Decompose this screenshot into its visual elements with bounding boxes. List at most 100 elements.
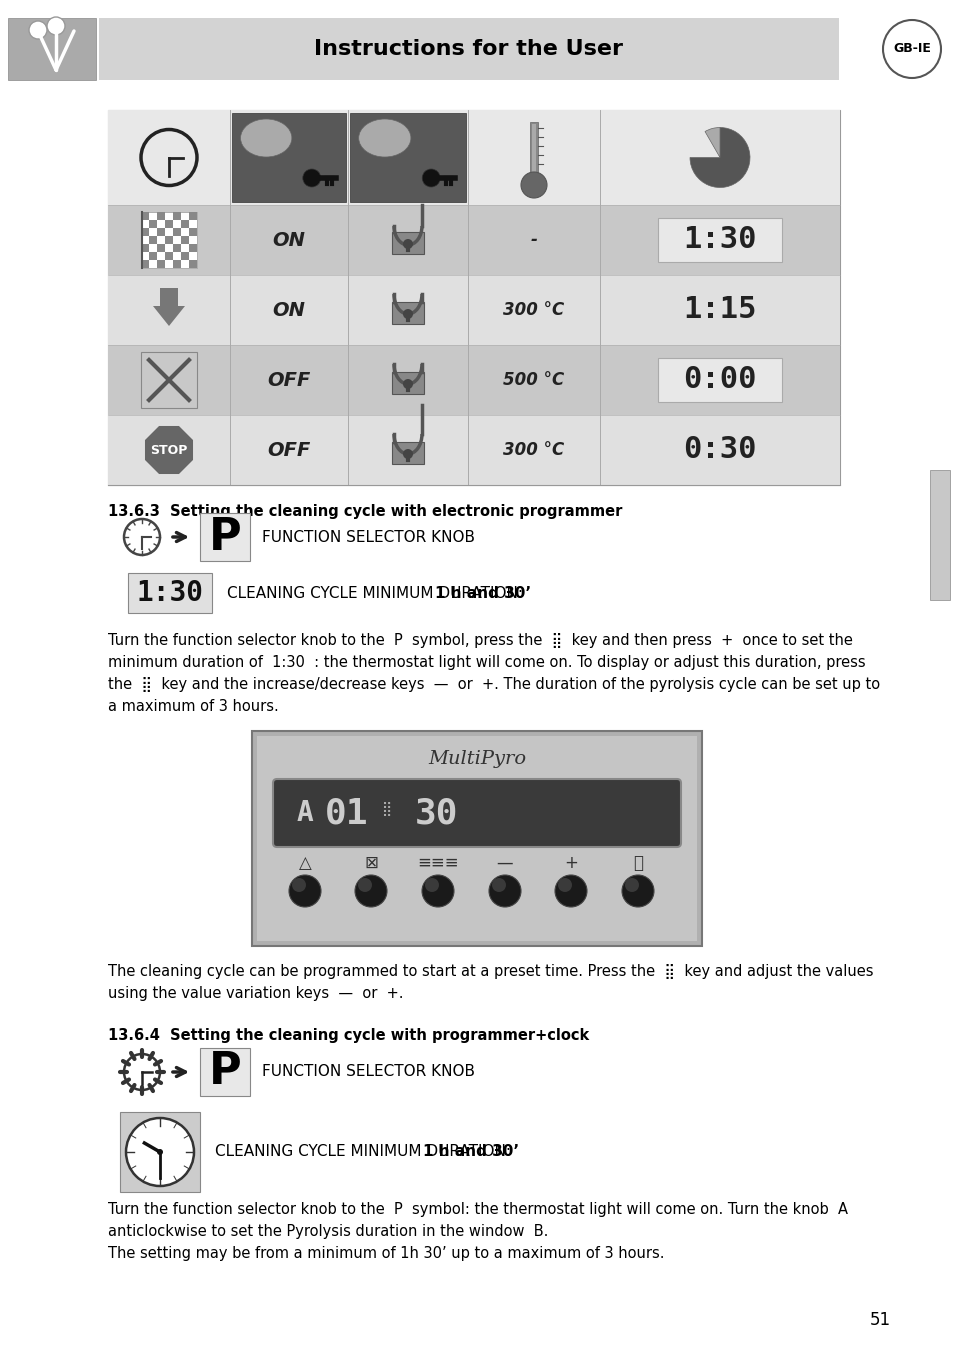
Circle shape xyxy=(424,878,438,892)
Circle shape xyxy=(47,18,65,35)
Text: a maximum of 3 hours.: a maximum of 3 hours. xyxy=(108,699,278,714)
FancyBboxPatch shape xyxy=(165,220,172,228)
Circle shape xyxy=(492,878,505,892)
Text: ON: ON xyxy=(273,301,305,320)
Text: 0:00: 0:00 xyxy=(682,366,756,394)
Text: OFF: OFF xyxy=(267,370,311,390)
Text: P: P xyxy=(209,516,241,559)
Text: 30: 30 xyxy=(415,796,458,830)
Text: anticlockwise to set the Pyrolysis duration in the window  B.: anticlockwise to set the Pyrolysis durat… xyxy=(108,1224,548,1239)
Text: 500 °C: 500 °C xyxy=(503,371,564,389)
FancyBboxPatch shape xyxy=(189,261,196,269)
Circle shape xyxy=(292,878,306,892)
FancyBboxPatch shape xyxy=(532,124,536,174)
FancyBboxPatch shape xyxy=(392,232,423,254)
FancyBboxPatch shape xyxy=(141,261,149,269)
Text: 1:30: 1:30 xyxy=(682,225,756,255)
FancyBboxPatch shape xyxy=(172,228,181,236)
Text: 1 h and 30’: 1 h and 30’ xyxy=(422,1145,518,1160)
Circle shape xyxy=(402,379,413,389)
Text: minimum duration of  1:30  : the thermostat light will come on. To display or ad: minimum duration of 1:30 : the thermosta… xyxy=(108,655,864,670)
Circle shape xyxy=(520,171,546,198)
Text: 13.6.4  Setting the cleaning cycle with programmer+clock: 13.6.4 Setting the cleaning cycle with p… xyxy=(108,1027,589,1044)
FancyBboxPatch shape xyxy=(252,730,701,946)
Circle shape xyxy=(402,309,413,319)
Circle shape xyxy=(555,875,586,907)
Text: FUNCTION SELECTOR KNOB: FUNCTION SELECTOR KNOB xyxy=(262,1065,475,1080)
Circle shape xyxy=(558,878,572,892)
FancyBboxPatch shape xyxy=(350,113,465,202)
Text: OFF: OFF xyxy=(267,440,311,459)
Text: CLEANING CYCLE MINIMUM DURATION:: CLEANING CYCLE MINIMUM DURATION: xyxy=(214,1145,516,1160)
FancyBboxPatch shape xyxy=(165,252,172,261)
Text: 1 h and 30’: 1 h and 30’ xyxy=(435,586,531,601)
Circle shape xyxy=(422,169,439,188)
Circle shape xyxy=(157,1149,163,1156)
Text: ⌒: ⌒ xyxy=(633,855,642,872)
FancyBboxPatch shape xyxy=(120,1112,200,1192)
FancyBboxPatch shape xyxy=(157,212,165,220)
Text: 13.6.3  Setting the cleaning cycle with electronic programmer: 13.6.3 Setting the cleaning cycle with e… xyxy=(108,504,621,518)
Text: ⊠: ⊠ xyxy=(364,855,377,872)
Text: Instructions for the User: Instructions for the User xyxy=(314,39,623,59)
FancyBboxPatch shape xyxy=(128,572,212,613)
FancyBboxPatch shape xyxy=(157,261,165,269)
Text: 01: 01 xyxy=(325,796,369,830)
FancyBboxPatch shape xyxy=(141,352,196,408)
Text: CLEANING CYCLE MINIMUM DURATION:: CLEANING CYCLE MINIMUM DURATION: xyxy=(227,586,527,601)
Text: The cleaning cycle can be programmed to start at a preset time. Press the  ⣿  ke: The cleaning cycle can be programmed to … xyxy=(108,964,873,979)
Text: 300 °C: 300 °C xyxy=(503,441,564,459)
FancyBboxPatch shape xyxy=(530,122,537,177)
Text: —: — xyxy=(497,855,513,872)
Text: using the value variation keys  —  or  +.: using the value variation keys — or +. xyxy=(108,986,403,1000)
Text: GB-IE: GB-IE xyxy=(892,42,930,55)
FancyBboxPatch shape xyxy=(273,779,680,846)
FancyBboxPatch shape xyxy=(108,346,840,414)
Text: ≡≡≡: ≡≡≡ xyxy=(416,855,458,872)
FancyBboxPatch shape xyxy=(392,373,423,394)
FancyBboxPatch shape xyxy=(141,212,196,269)
Circle shape xyxy=(624,878,639,892)
Text: the  ⣿  key and the increase/decrease keys  —  or  +. The duration of the pyroly: the ⣿ key and the increase/decrease keys… xyxy=(108,676,880,693)
Text: ⣿: ⣿ xyxy=(381,802,392,815)
Wedge shape xyxy=(689,127,749,188)
Text: 1:30: 1:30 xyxy=(136,579,203,608)
FancyBboxPatch shape xyxy=(149,252,157,261)
Text: STOP: STOP xyxy=(151,444,188,456)
FancyBboxPatch shape xyxy=(165,236,172,244)
FancyBboxPatch shape xyxy=(256,736,697,941)
FancyBboxPatch shape xyxy=(108,414,840,485)
Text: ON: ON xyxy=(273,231,305,250)
FancyBboxPatch shape xyxy=(141,212,149,220)
Wedge shape xyxy=(704,127,720,158)
FancyBboxPatch shape xyxy=(658,217,781,262)
FancyBboxPatch shape xyxy=(181,236,189,244)
FancyBboxPatch shape xyxy=(232,113,346,202)
Circle shape xyxy=(355,875,387,907)
FancyBboxPatch shape xyxy=(658,358,781,402)
Text: 51: 51 xyxy=(868,1311,890,1328)
FancyBboxPatch shape xyxy=(189,244,196,252)
Circle shape xyxy=(402,239,413,248)
FancyBboxPatch shape xyxy=(141,244,149,252)
Circle shape xyxy=(302,169,320,188)
Ellipse shape xyxy=(358,119,411,157)
FancyBboxPatch shape xyxy=(149,220,157,228)
FancyBboxPatch shape xyxy=(181,252,189,261)
Circle shape xyxy=(357,878,372,892)
FancyBboxPatch shape xyxy=(172,212,181,220)
Circle shape xyxy=(126,1118,193,1187)
Text: Turn the function selector knob to the  P  symbol: the thermostat light will com: Turn the function selector knob to the P… xyxy=(108,1202,847,1216)
FancyBboxPatch shape xyxy=(172,244,181,252)
Text: -: - xyxy=(530,231,537,248)
Text: 300 °C: 300 °C xyxy=(503,301,564,319)
FancyBboxPatch shape xyxy=(141,228,149,236)
Text: FUNCTION SELECTOR KNOB: FUNCTION SELECTOR KNOB xyxy=(262,529,475,544)
FancyBboxPatch shape xyxy=(108,109,840,205)
FancyBboxPatch shape xyxy=(149,236,157,244)
Text: A: A xyxy=(296,799,313,828)
Circle shape xyxy=(289,875,320,907)
FancyBboxPatch shape xyxy=(108,205,840,275)
FancyBboxPatch shape xyxy=(929,470,949,599)
FancyBboxPatch shape xyxy=(108,109,840,485)
